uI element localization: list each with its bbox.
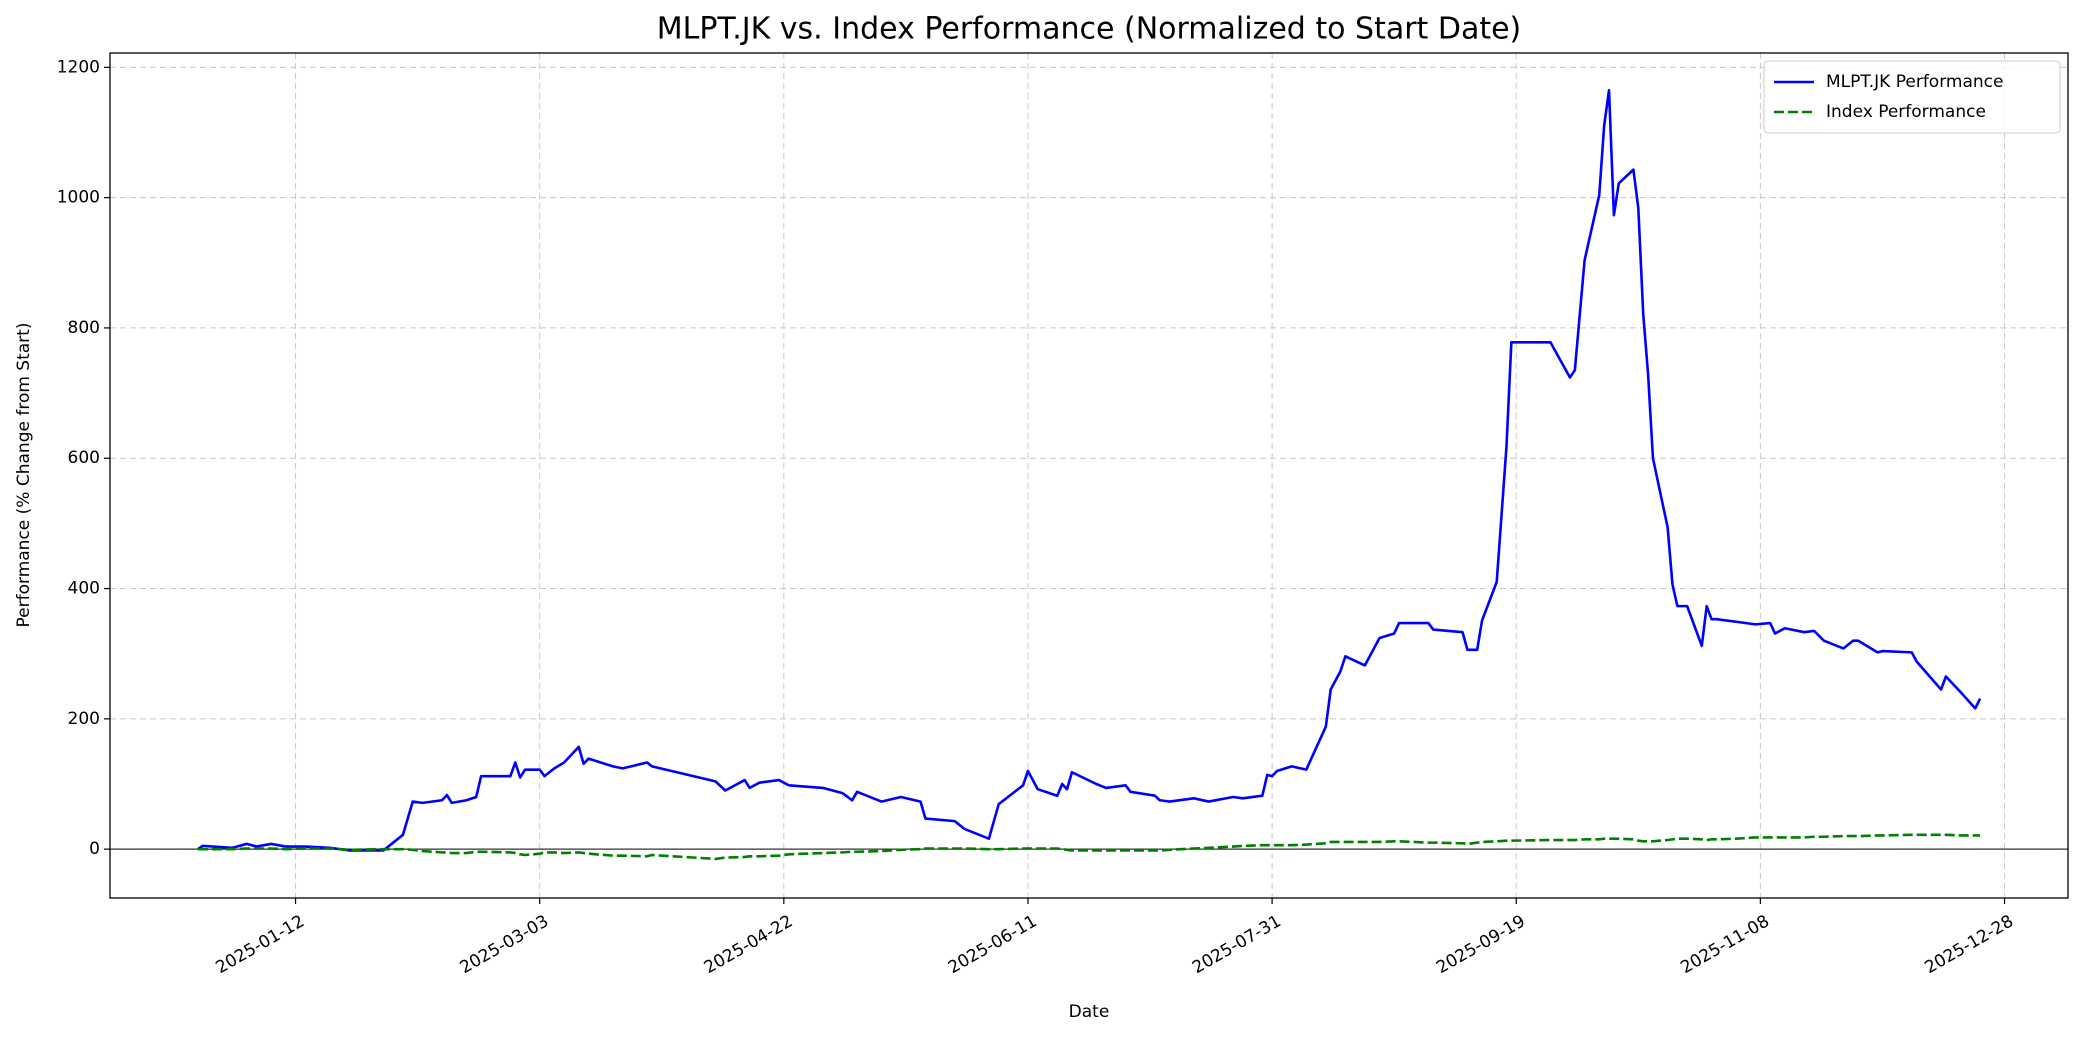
- y-tick-label: 200: [68, 709, 100, 729]
- plot-frame: [109, 52, 2069, 899]
- x-tick-label: 2025-11-08: [1677, 911, 1773, 978]
- y-tick-label: 1000: [57, 188, 100, 208]
- x-tick-label: 2025-03-03: [457, 911, 553, 978]
- legend-label: Index Performance: [1826, 102, 1986, 122]
- legend-label: MLPT.JK Performance: [1826, 72, 2003, 92]
- x-tick-label: 2025-01-12: [212, 911, 308, 978]
- y-tick-label: 600: [68, 448, 100, 468]
- y-tick-label: 400: [68, 579, 100, 599]
- x-tick-label: 2025-06-11: [945, 911, 1041, 978]
- y-tick-label: 0: [89, 839, 100, 859]
- x-tick-label: 2025-07-31: [1189, 911, 1285, 978]
- series-line: [197, 833, 1981, 861]
- chart-title: MLPT.JK vs. Index Performance (Normalize…: [657, 12, 1522, 47]
- y-tick-label: 1200: [57, 57, 100, 77]
- legend-box: [1763, 60, 2061, 134]
- y-tick-label: 800: [68, 318, 100, 338]
- series-line: [197, 88, 1982, 852]
- x-tick-label: 2025-12-28: [1921, 911, 2017, 978]
- y-axis-label: Performance (% Change from Start): [14, 323, 34, 628]
- x-tick-label: 2025-09-19: [1433, 911, 1529, 978]
- x-tick-label: 2025-04-22: [701, 911, 797, 978]
- x-axis-label: Date: [1069, 1002, 1110, 1022]
- legend: MLPT.JK Performance Index Performance: [1763, 60, 2061, 134]
